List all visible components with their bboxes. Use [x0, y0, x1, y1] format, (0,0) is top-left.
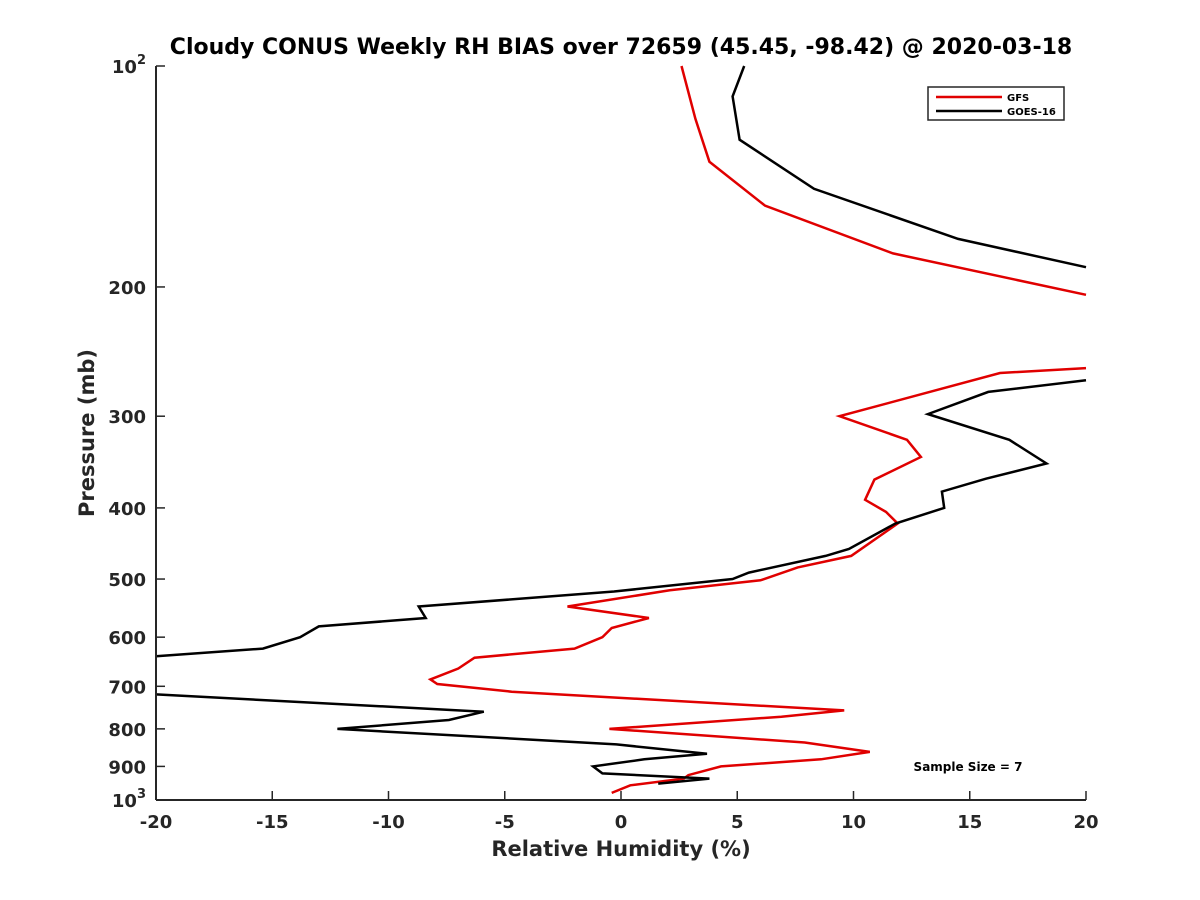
y-tick-label: 103 — [112, 787, 146, 812]
x-tick-label: -10 — [372, 812, 405, 833]
y-ticks: 102 200 300 400 500 600 700 800 900 103 — [108, 53, 165, 812]
x-tick-label: 15 — [957, 812, 982, 833]
y-tick-label: 800 — [108, 720, 146, 741]
x-tick-label: -15 — [256, 812, 289, 833]
y-axis-label: Pressure (mb) — [75, 349, 99, 517]
legend-box — [927, 86, 1065, 121]
series-line-goes16-segment-1 — [155, 379, 1087, 658]
x-tick-label: -20 — [140, 812, 173, 833]
x-ticks: -20 -15 -10 -5 0 5 10 15 20 — [140, 791, 1099, 833]
y-tick-label: 900 — [108, 757, 146, 778]
series-line-gfs-segment-0 — [680, 65, 1087, 297]
x-tick-label: 20 — [1073, 812, 1098, 833]
y-tick-label: 102 — [112, 53, 146, 78]
x-tick-label: 10 — [841, 812, 866, 833]
y-tick-label: 400 — [108, 499, 146, 520]
series-line-goes16-segment-0 — [731, 65, 1087, 269]
legend-label-goes16: GOES-16 — [1007, 107, 1056, 118]
legend-label-gfs: GFS — [1007, 93, 1029, 104]
x-tick-label: -5 — [495, 812, 515, 833]
y-tick-label: 700 — [108, 677, 146, 698]
y-tick-label: 300 — [108, 407, 146, 428]
series-line-goes16-segment-2 — [155, 693, 710, 785]
legend: GFS GOES-16 — [927, 86, 1065, 121]
y-tick-label: 600 — [108, 628, 146, 649]
x-axis-label: Relative Humidity (%) — [491, 837, 750, 861]
sample-size-annotation: Sample Size = 7 — [914, 760, 1023, 774]
chart-title: Cloudy CONUS Weekly RH BIAS over 72659 (… — [170, 35, 1072, 60]
x-tick-label: 5 — [731, 812, 744, 833]
x-tick-label: 0 — [615, 812, 628, 833]
y-tick-label: 200 — [108, 278, 146, 299]
series-layer — [155, 65, 1087, 795]
series-line-gfs-segment-1 — [427, 366, 1087, 795]
y-tick-label: 500 — [108, 570, 146, 591]
plot-area — [156, 66, 1086, 800]
